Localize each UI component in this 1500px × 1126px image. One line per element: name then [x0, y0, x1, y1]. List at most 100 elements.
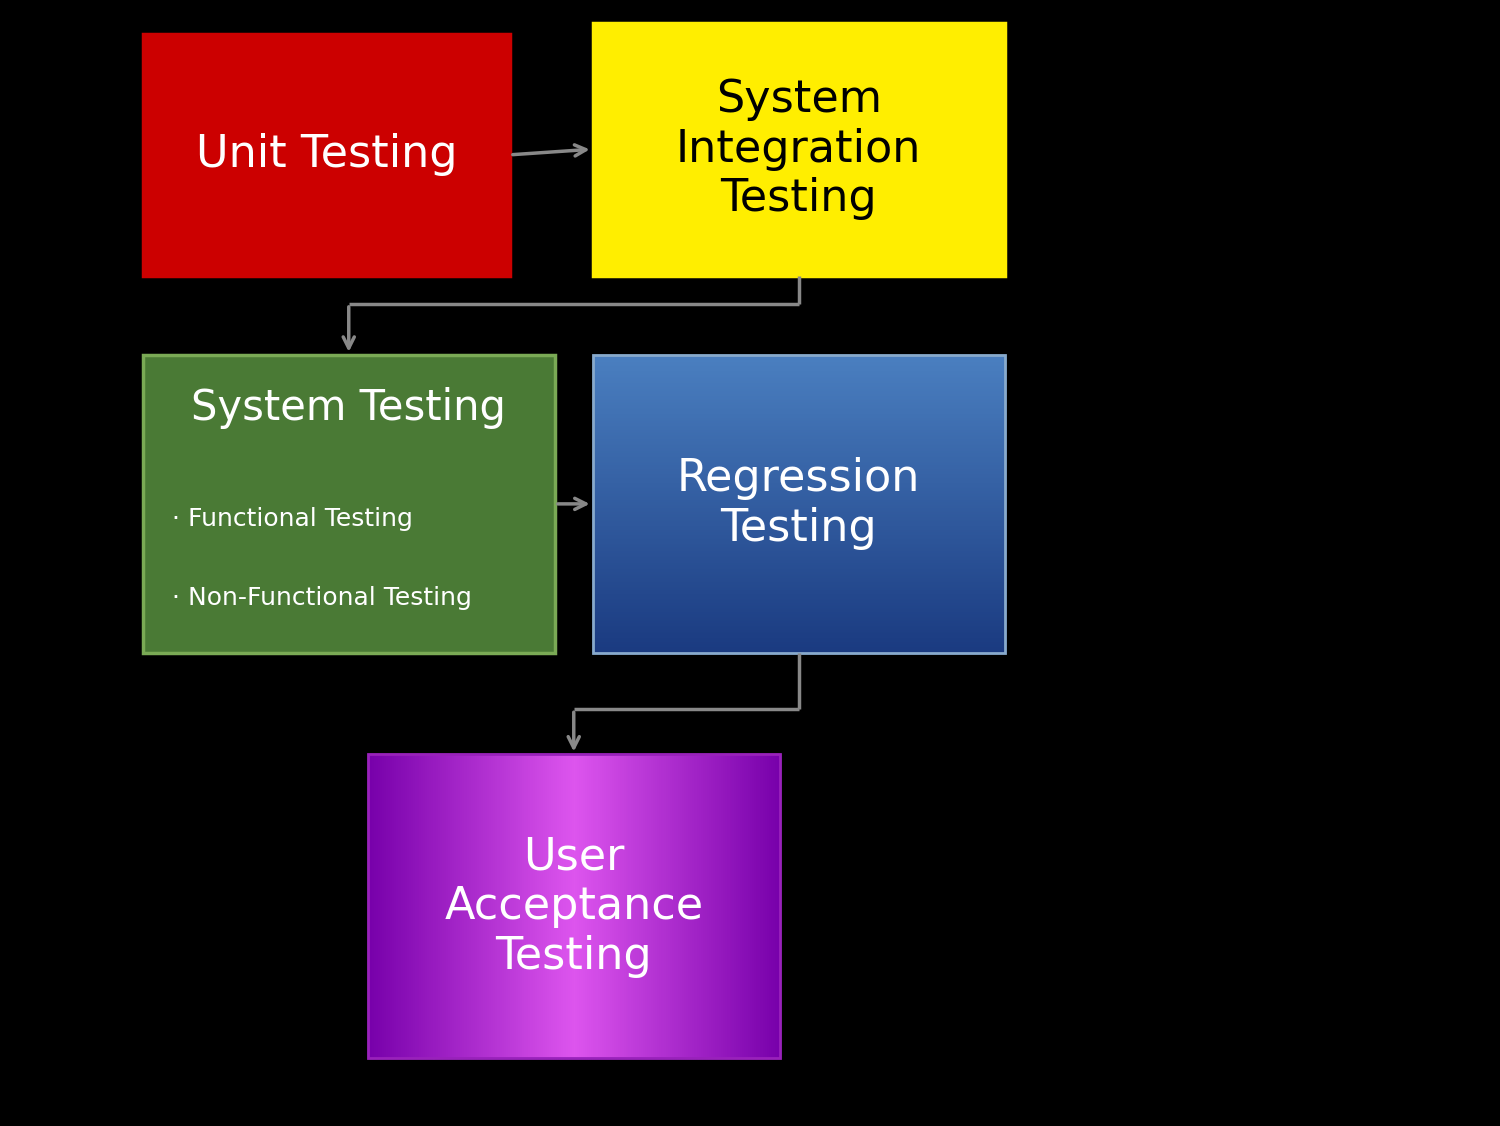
Bar [746, 754, 747, 1058]
Bar [771, 754, 774, 1058]
Bar [592, 393, 1005, 395]
Bar [478, 754, 482, 1058]
Bar [592, 568, 1005, 570]
Bar [688, 754, 692, 1058]
Bar [494, 754, 495, 1058]
Bar [756, 754, 758, 1058]
Bar [512, 754, 515, 1058]
Bar [592, 459, 1005, 461]
Bar [592, 643, 1005, 644]
Bar [592, 632, 1005, 634]
Bar [693, 754, 696, 1058]
Bar [592, 355, 1005, 356]
Bar [592, 502, 1005, 504]
Bar [708, 754, 710, 1058]
Bar [426, 754, 427, 1058]
Bar [592, 561, 1005, 562]
Bar [592, 553, 1005, 555]
Bar [621, 754, 624, 1058]
Bar [658, 754, 660, 1058]
Bar [522, 754, 525, 1058]
Text: User
Acceptance
Testing: User Acceptance Testing [444, 835, 704, 977]
Bar [710, 754, 712, 1058]
Bar [592, 440, 1005, 441]
Bar [423, 754, 426, 1058]
Bar [675, 754, 676, 1058]
Bar [482, 754, 483, 1058]
Bar [627, 754, 630, 1058]
Bar [506, 754, 507, 1058]
Bar [730, 754, 732, 1058]
Bar [592, 492, 1005, 493]
Bar [592, 574, 1005, 575]
Bar [580, 754, 582, 1058]
Bar [592, 383, 1005, 385]
Bar [592, 636, 1005, 638]
Bar [592, 456, 1005, 457]
Bar [382, 754, 384, 1058]
Bar [592, 364, 1005, 365]
Bar [610, 754, 614, 1058]
Text: · Functional Testing: · Functional Testing [172, 507, 414, 530]
Bar [489, 754, 492, 1058]
Bar [592, 372, 1005, 373]
Bar [592, 385, 1005, 386]
Bar [705, 754, 708, 1058]
Bar [592, 624, 1005, 625]
Bar [592, 495, 1005, 497]
Bar [740, 754, 741, 1058]
Bar [762, 754, 764, 1058]
Bar [592, 401, 1005, 402]
Bar [456, 754, 458, 1058]
Bar [592, 552, 1005, 553]
Bar [592, 475, 1005, 477]
Bar [592, 358, 1005, 359]
Bar [592, 533, 1005, 534]
Bar [592, 420, 1005, 422]
Bar [472, 754, 474, 1058]
Bar [540, 754, 543, 1058]
Bar [400, 754, 402, 1058]
Bar [538, 754, 540, 1058]
Bar [592, 409, 1005, 410]
Bar [592, 592, 1005, 593]
Bar [592, 619, 1005, 620]
Bar [592, 627, 1005, 629]
Bar [520, 754, 522, 1058]
Bar [592, 388, 1005, 391]
Bar [369, 754, 372, 1058]
Bar [532, 754, 534, 1058]
Bar [504, 754, 506, 1058]
Bar [592, 599, 1005, 601]
Bar [380, 754, 382, 1058]
Bar [592, 529, 1005, 530]
Bar [444, 754, 446, 1058]
Bar [604, 754, 606, 1058]
Bar [405, 754, 406, 1058]
Bar [644, 754, 646, 1058]
Bar [526, 754, 528, 1058]
Bar [573, 754, 576, 1058]
Bar [592, 373, 1005, 374]
Bar [592, 376, 1005, 377]
Bar [582, 754, 584, 1058]
Bar [592, 638, 1005, 640]
Bar [698, 754, 699, 1058]
Bar [759, 754, 762, 1058]
Bar [592, 535, 1005, 537]
Bar [495, 754, 498, 1058]
Bar [528, 754, 531, 1058]
Bar [564, 754, 566, 1058]
Bar [664, 754, 666, 1058]
Bar [586, 754, 588, 1058]
Bar [597, 754, 598, 1058]
Bar [615, 754, 616, 1058]
Bar [592, 452, 1005, 453]
Bar [446, 754, 448, 1058]
Bar [592, 479, 1005, 480]
Bar [603, 754, 604, 1058]
Bar [592, 520, 1005, 521]
Bar [592, 395, 1005, 396]
Bar [592, 611, 1005, 613]
Bar [550, 754, 554, 1058]
